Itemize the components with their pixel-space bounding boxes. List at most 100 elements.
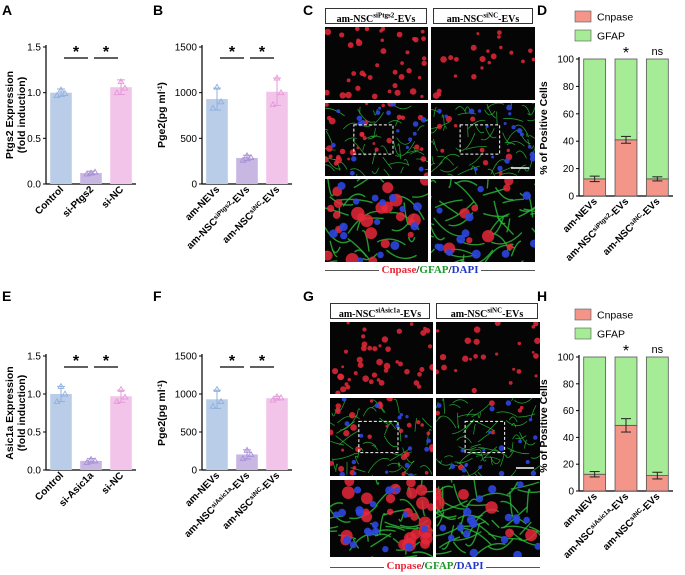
data-point — [243, 446, 251, 453]
cnpase-cell — [326, 204, 335, 213]
gfap-fiber — [505, 420, 528, 427]
bar-gfap — [645, 58, 669, 180]
cnpase-cell — [404, 368, 410, 375]
cnpase-cell — [398, 428, 404, 434]
cnpase-cell — [345, 253, 359, 262]
gfap-fiber — [329, 240, 338, 258]
data-point — [91, 168, 99, 175]
cnpase-cell — [453, 124, 458, 128]
cnpase-cell — [352, 465, 357, 470]
cnpase-cell — [482, 159, 489, 166]
cnpase-cell — [362, 375, 369, 383]
text-part: am-NSC — [561, 526, 596, 561]
bar — [110, 396, 132, 470]
data-point — [213, 385, 221, 392]
cnpase-cell — [372, 346, 378, 352]
gfap-fiber — [354, 249, 367, 257]
gfap-fiber — [388, 162, 410, 166]
data-point — [87, 169, 95, 176]
micrograph-g-mid-left — [330, 398, 433, 476]
significance-star: * — [259, 353, 266, 370]
cnpase-cell — [487, 60, 492, 65]
legend-swatch — [574, 29, 592, 42]
gfap-fiber — [330, 502, 344, 508]
data-point — [247, 153, 255, 160]
panel-letter-h: H — [537, 288, 548, 304]
cnpase-cell — [362, 327, 367, 332]
caption-slash: / — [448, 264, 452, 276]
dapi-nucleus — [491, 155, 495, 159]
cnpase-cell — [506, 148, 510, 153]
cnpase-cell — [414, 144, 420, 150]
text-part: -EVs — [394, 14, 416, 26]
micrograph-image — [330, 398, 433, 476]
cnpase-cell — [470, 44, 477, 51]
micrograph-image — [325, 27, 427, 100]
cnpase-cell — [405, 50, 410, 55]
micrograph-header-c-right: am-NSCsiNC-EVs — [433, 8, 533, 26]
y-tick-label: 1000 — [175, 390, 198, 401]
cnpase-cell — [341, 486, 355, 500]
micrograph-image — [325, 103, 428, 176]
dapi-nucleus — [388, 193, 397, 202]
gfap-fiber — [452, 399, 469, 404]
cnpase-cell — [398, 361, 403, 367]
gfap-fiber — [456, 457, 473, 464]
gfap-fiber — [457, 412, 460, 429]
caption-dapi: DAPI — [456, 560, 484, 572]
gfap-fiber — [367, 458, 390, 474]
cnpase-cell — [375, 63, 380, 68]
gfap-fiber — [519, 521, 532, 536]
dapi-nucleus — [469, 548, 479, 557]
micrograph-g-bottom-right — [436, 480, 540, 557]
legend-label: Cnpase — [597, 12, 633, 24]
gfap-fiber — [527, 119, 535, 122]
gfap-fiber — [526, 488, 531, 513]
dapi-nucleus — [482, 448, 486, 452]
text-part: si-NC — [100, 470, 126, 496]
gfap-fiber — [330, 530, 338, 532]
data-point — [117, 78, 125, 85]
cnpase-cell — [396, 114, 402, 120]
dapi-nucleus — [351, 459, 357, 465]
gfap-fiber — [353, 179, 369, 189]
gfap-fiber — [332, 453, 355, 460]
dapi-nucleus — [439, 524, 447, 532]
dapi-nucleus — [519, 132, 525, 137]
cnpase-cell — [369, 399, 374, 403]
gfap-fiber — [449, 480, 453, 483]
bar — [80, 173, 102, 184]
cnpase-cell — [534, 337, 540, 344]
micrograph-image — [432, 30, 535, 99]
y-tick-label: 0.5 — [27, 428, 41, 439]
gfap-fiber — [431, 222, 435, 226]
dapi-nucleus — [371, 521, 379, 529]
gfap-fiber — [491, 519, 500, 529]
y-tick-label: 100 — [557, 353, 574, 364]
gfap-fiber — [414, 418, 418, 432]
micrograph-image — [431, 179, 535, 262]
bar — [80, 460, 102, 470]
chart-a-ptgs2-expression: 0.0 0.5 1.0 1.5 Ptgs2 Expression (fold induct… — [4, 43, 136, 220]
text-part: si-Ptgs2 — [61, 184, 97, 220]
gfap-fiber — [431, 161, 444, 173]
dapi-nucleus — [450, 463, 456, 469]
text-part: -EVs — [498, 14, 520, 26]
gfap-fiber — [393, 398, 400, 414]
cnpase-cell — [419, 147, 424, 151]
cnpase-cell — [343, 349, 349, 354]
panel-letter-a: A — [2, 2, 13, 18]
gfap-fiber — [434, 199, 463, 209]
gfap-fiber — [457, 514, 490, 526]
cnpase-cell — [401, 471, 406, 476]
ns-label: ns — [652, 46, 664, 58]
superscript: siNC — [487, 307, 503, 315]
micrograph-header-g-left: am-NSCsiAsic1a-EVs — [330, 303, 430, 320]
cnpase-cell — [525, 529, 538, 542]
data-point — [247, 450, 255, 457]
cnpase-cell — [346, 78, 351, 83]
y-axis-label: Ptgs2 Expression — [4, 71, 16, 159]
dapi-nucleus — [349, 170, 355, 176]
dapi-nucleus — [390, 103, 397, 107]
dapi-nucleus — [341, 398, 347, 402]
